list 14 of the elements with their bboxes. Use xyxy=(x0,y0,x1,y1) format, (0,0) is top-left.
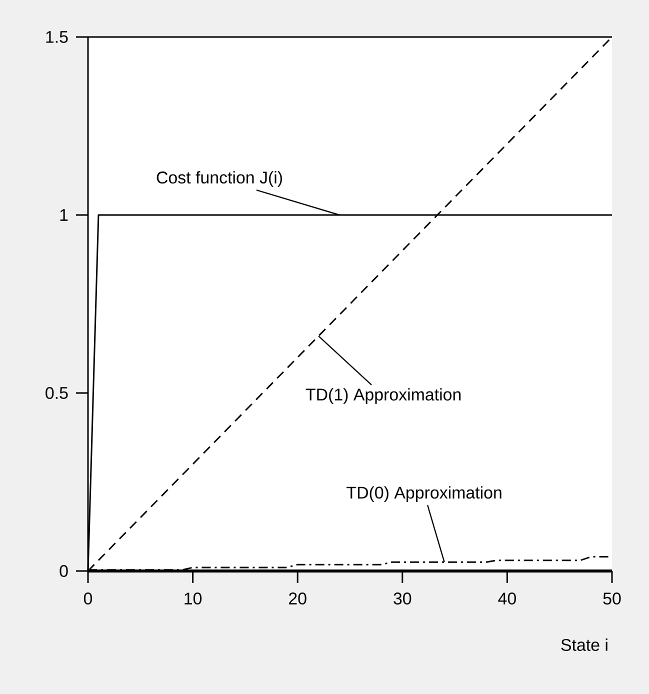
x-axis-title: State i xyxy=(561,638,608,651)
y-tick-label: 0 xyxy=(60,565,68,577)
y-tick-label: 0.5 xyxy=(46,387,68,399)
x-tick-label: 20 xyxy=(289,592,306,605)
series-label: Cost function J(i) xyxy=(156,171,282,187)
x-tick-label: 50 xyxy=(603,592,621,605)
x-tick-label: 30 xyxy=(394,592,412,605)
x-tick-label: 0 xyxy=(84,592,92,605)
x-tick-label: 10 xyxy=(184,592,202,605)
text: TD(0) Approximation xyxy=(346,486,502,502)
y-tick-label: 1.5 xyxy=(46,31,68,43)
x-tick-label: 40 xyxy=(498,592,516,605)
series-label: TD(1) Approximation xyxy=(306,388,461,404)
y-tick-label: 1 xyxy=(60,209,68,221)
